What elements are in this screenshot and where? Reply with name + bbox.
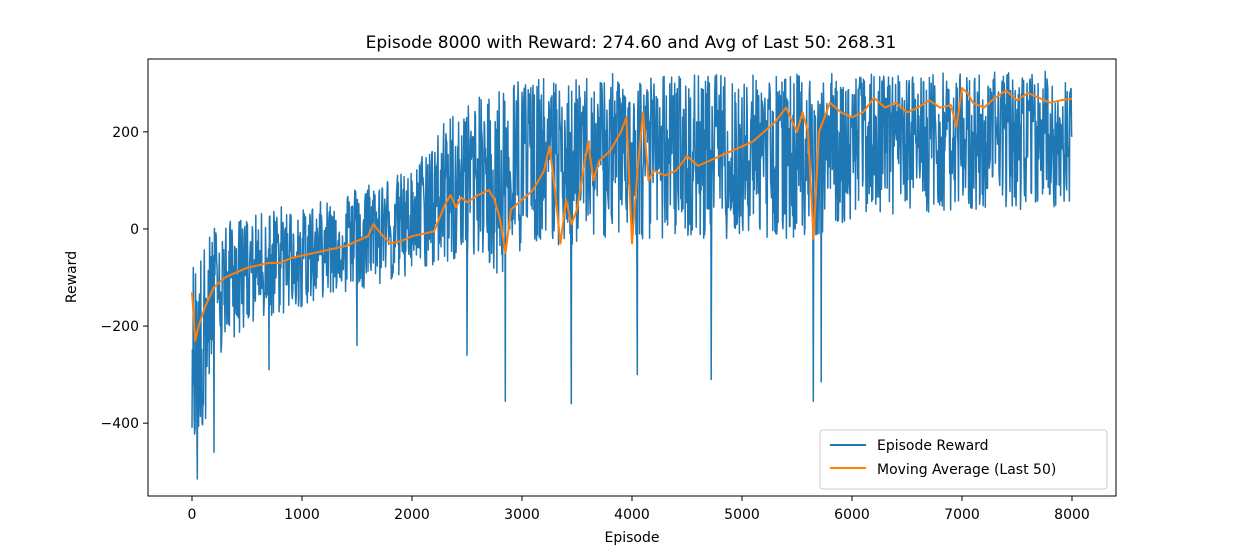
x-tick-label: 0 <box>188 507 197 523</box>
legend-label-moving-average: Moving Average (Last 50) <box>877 462 1056 478</box>
y-tick-label: 0 <box>130 222 139 238</box>
x-tick-label: 7000 <box>944 507 980 523</box>
x-axis: 0 1000 2000 3000 4000 5000 6000 7000 8000 <box>188 496 1090 523</box>
y-axis: −400 −200 0 200 <box>101 125 148 432</box>
x-axis-label: Episode <box>605 530 660 546</box>
x-tick-label: 1000 <box>284 507 320 523</box>
moving-average-line <box>191 87 1073 342</box>
x-tick-label: 5000 <box>724 507 760 523</box>
legend-box <box>819 429 1108 490</box>
x-tick-label: 8000 <box>1054 507 1090 523</box>
x-tick-label: 3000 <box>504 507 540 523</box>
x-tick-label: 2000 <box>394 507 430 523</box>
plot-area <box>191 70 1073 480</box>
chart-title: Episode 8000 with Reward: 274.60 and Avg… <box>366 33 897 53</box>
legend: Episode Reward Moving Average (Last 50) <box>819 429 1108 490</box>
y-tick-label: −200 <box>101 319 139 335</box>
legend-label-episode-reward: Episode Reward <box>877 438 989 454</box>
y-tick-label: 200 <box>112 125 139 141</box>
x-tick-label: 6000 <box>834 507 870 523</box>
x-tick-label: 4000 <box>614 507 650 523</box>
y-tick-label: −400 <box>101 416 139 432</box>
y-axis-label: Reward <box>64 251 80 303</box>
